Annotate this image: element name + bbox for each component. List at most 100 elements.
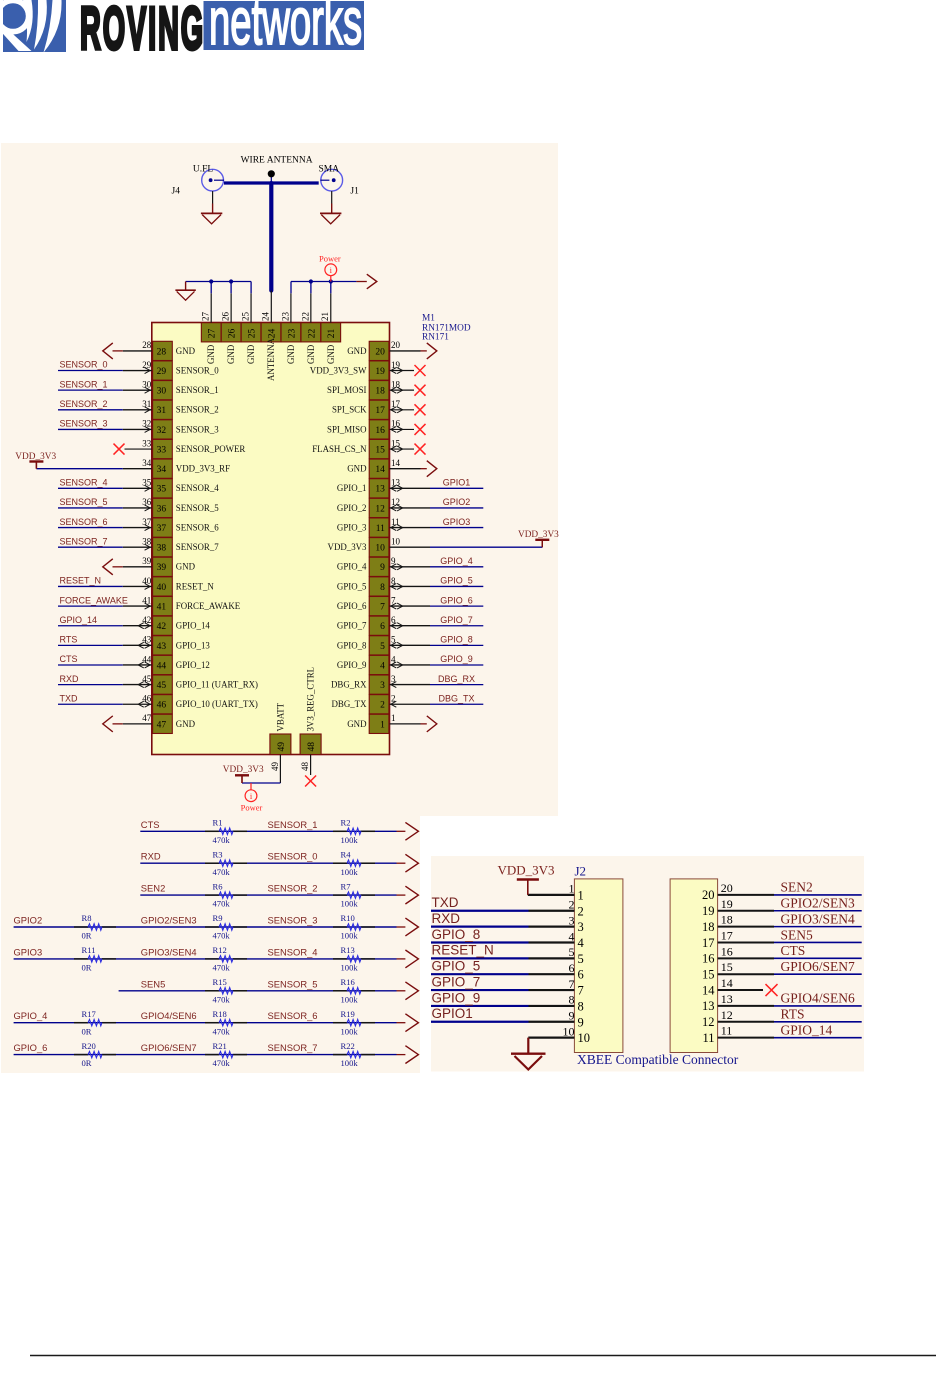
svg-text:25: 25 bbox=[240, 312, 250, 322]
svg-text:RESET_N: RESET_N bbox=[176, 581, 215, 591]
svg-text:VDD_3V3: VDD_3V3 bbox=[15, 452, 56, 462]
svg-text:GPIO1: GPIO1 bbox=[443, 478, 471, 488]
svg-text:20: 20 bbox=[391, 340, 401, 350]
svg-text:GPIO3: GPIO3 bbox=[14, 946, 43, 957]
svg-text:27: 27 bbox=[201, 312, 211, 322]
svg-text:GPIO_7: GPIO_7 bbox=[337, 621, 367, 631]
svg-text:0R: 0R bbox=[82, 1026, 92, 1036]
svg-text:44: 44 bbox=[157, 661, 167, 671]
svg-text:GND: GND bbox=[347, 346, 367, 356]
svg-text:GPIO_6: GPIO_6 bbox=[14, 1042, 48, 1053]
svg-text:41: 41 bbox=[142, 595, 151, 605]
svg-text:CTS: CTS bbox=[60, 654, 78, 664]
svg-text:GPIO_10 (UART_TX): GPIO_10 (UART_TX) bbox=[176, 699, 258, 709]
svg-text:Power: Power bbox=[241, 803, 263, 813]
svg-text:23: 23 bbox=[287, 328, 297, 338]
svg-text:RN171: RN171 bbox=[422, 333, 449, 343]
svg-text:24: 24 bbox=[267, 328, 277, 338]
svg-text:GPIO_12: GPIO_12 bbox=[176, 660, 210, 670]
svg-text:GPIO_9: GPIO_9 bbox=[432, 990, 481, 1005]
svg-text:i: i bbox=[330, 265, 333, 275]
svg-text:GPIO_4: GPIO_4 bbox=[14, 1010, 48, 1021]
svg-text:100k: 100k bbox=[341, 899, 359, 909]
svg-text:DBG_TX: DBG_TX bbox=[438, 693, 474, 703]
svg-text:47: 47 bbox=[157, 720, 167, 730]
svg-text:32: 32 bbox=[142, 419, 151, 429]
svg-text:GND: GND bbox=[286, 344, 296, 364]
svg-text:14: 14 bbox=[702, 983, 715, 997]
svg-text:16: 16 bbox=[702, 952, 715, 966]
svg-text:8: 8 bbox=[391, 576, 396, 586]
svg-text:GPIO_8: GPIO_8 bbox=[432, 927, 481, 942]
svg-text:SENSOR_4: SENSOR_4 bbox=[268, 946, 318, 957]
svg-text:RTS: RTS bbox=[781, 1007, 805, 1022]
svg-text:13: 13 bbox=[391, 478, 401, 488]
svg-text:11: 11 bbox=[376, 524, 385, 534]
svg-text:GPIO6/SEN7: GPIO6/SEN7 bbox=[781, 959, 856, 974]
svg-text:GPIO_14: GPIO_14 bbox=[176, 621, 211, 631]
svg-text:U.FL: U.FL bbox=[193, 165, 214, 175]
svg-text:Power: Power bbox=[319, 253, 341, 263]
svg-text:RESET_N: RESET_N bbox=[432, 943, 494, 958]
svg-text:12: 12 bbox=[375, 504, 385, 514]
svg-text:SPI_MISO: SPI_MISO bbox=[327, 424, 367, 434]
svg-text:ROVING: ROVING bbox=[80, 0, 205, 62]
svg-text:DBG_TX: DBG_TX bbox=[331, 699, 367, 709]
svg-text:100k: 100k bbox=[341, 1026, 359, 1036]
svg-text:GPIO_8: GPIO_8 bbox=[337, 640, 367, 650]
svg-text:GND: GND bbox=[176, 346, 196, 356]
svg-text:9: 9 bbox=[380, 563, 385, 573]
svg-text:SENSOR_1: SENSOR_1 bbox=[176, 385, 219, 395]
svg-text:5: 5 bbox=[578, 952, 584, 966]
svg-text:100k: 100k bbox=[341, 994, 359, 1004]
svg-text:GPIO_3: GPIO_3 bbox=[337, 522, 367, 532]
svg-text:GPIO_6: GPIO_6 bbox=[337, 601, 367, 611]
svg-text:18: 18 bbox=[391, 379, 401, 389]
svg-text:8: 8 bbox=[578, 999, 584, 1013]
svg-text:FORCE_AWAKE: FORCE_AWAKE bbox=[176, 601, 240, 611]
svg-text:R7: R7 bbox=[341, 881, 352, 891]
svg-text:20: 20 bbox=[375, 347, 385, 357]
svg-text:100k: 100k bbox=[341, 835, 359, 845]
svg-text:13: 13 bbox=[702, 999, 715, 1013]
svg-text:33: 33 bbox=[157, 445, 167, 455]
svg-text:VDD_3V3: VDD_3V3 bbox=[223, 765, 264, 775]
svg-text:RTS: RTS bbox=[60, 635, 78, 645]
svg-text:RXD: RXD bbox=[60, 674, 80, 684]
svg-text:DBG_RX: DBG_RX bbox=[438, 674, 475, 684]
svg-text:GPIO_4: GPIO_4 bbox=[337, 562, 367, 572]
svg-text:2: 2 bbox=[578, 904, 584, 918]
svg-text:32: 32 bbox=[157, 426, 167, 436]
svg-text:23: 23 bbox=[280, 312, 290, 322]
svg-text:R6: R6 bbox=[213, 881, 224, 891]
svg-text:4: 4 bbox=[578, 936, 585, 950]
svg-text:SENSOR_7: SENSOR_7 bbox=[176, 542, 219, 552]
svg-text:GPIO_2: GPIO_2 bbox=[337, 503, 367, 513]
svg-text:SENSOR_0: SENSOR_0 bbox=[60, 360, 108, 370]
svg-text:470k: 470k bbox=[213, 835, 231, 845]
svg-text:GPIO_9: GPIO_9 bbox=[337, 660, 367, 670]
svg-text:46: 46 bbox=[157, 701, 167, 711]
svg-text:R4: R4 bbox=[341, 849, 352, 859]
svg-text:R19: R19 bbox=[341, 1009, 355, 1019]
svg-text:2: 2 bbox=[380, 701, 385, 711]
svg-text:28: 28 bbox=[157, 347, 167, 357]
svg-text:470k: 470k bbox=[213, 1058, 231, 1068]
svg-text:6: 6 bbox=[391, 615, 396, 625]
svg-text:20: 20 bbox=[721, 881, 733, 895]
svg-text:13: 13 bbox=[721, 992, 733, 1006]
svg-text:3: 3 bbox=[578, 920, 584, 934]
svg-text:13: 13 bbox=[375, 485, 385, 495]
svg-text:SENSOR_6: SENSOR_6 bbox=[176, 522, 219, 532]
svg-text:SENSOR_3: SENSOR_3 bbox=[268, 915, 318, 926]
svg-text:SENSOR_4: SENSOR_4 bbox=[176, 483, 219, 493]
svg-text:GPIO2: GPIO2 bbox=[14, 915, 43, 926]
svg-text:SENSOR_6: SENSOR_6 bbox=[60, 517, 108, 527]
svg-text:GPIO_5: GPIO_5 bbox=[440, 576, 473, 586]
svg-text:6: 6 bbox=[578, 968, 584, 982]
svg-text:VDD_3V3: VDD_3V3 bbox=[328, 542, 368, 552]
svg-text:4: 4 bbox=[391, 654, 396, 664]
svg-text:49: 49 bbox=[277, 742, 287, 752]
svg-text:38: 38 bbox=[142, 537, 152, 547]
svg-text:TXD: TXD bbox=[60, 693, 79, 703]
